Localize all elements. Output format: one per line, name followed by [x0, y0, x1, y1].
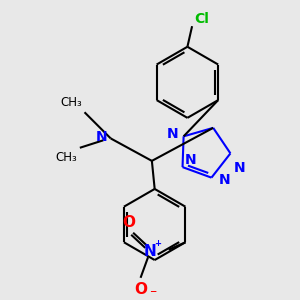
Text: CH₃: CH₃ [55, 151, 77, 164]
Text: N: N [184, 153, 196, 166]
Text: Cl: Cl [194, 12, 209, 26]
Text: O: O [134, 283, 147, 298]
Text: N: N [234, 161, 246, 175]
Text: CH₃: CH₃ [60, 95, 82, 109]
Text: N: N [143, 244, 156, 259]
Text: N: N [167, 128, 178, 142]
Text: ⁻: ⁻ [149, 287, 156, 300]
Text: N: N [219, 172, 231, 187]
Text: N: N [95, 130, 107, 144]
Text: +: + [154, 239, 161, 248]
Text: O: O [122, 215, 135, 230]
